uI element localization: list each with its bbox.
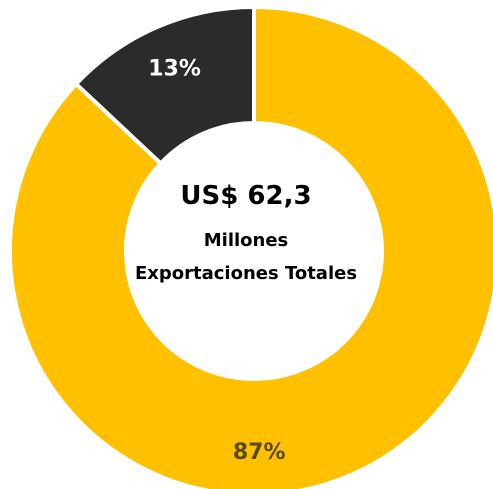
donut-slice-87-percent (8, 5, 493, 489)
slice-label-87-percent: 87% (233, 440, 286, 465)
slice-labels-layer: 87% 13% (148, 56, 286, 465)
center-caption-text: Exportaciones Totales (135, 263, 357, 284)
slice-label-13-percent: 13% (148, 56, 201, 81)
center-unit-text: Millones (204, 230, 289, 251)
donut-slice-13-percent (74, 5, 256, 166)
center-text-group: US$ 62,3 Millones Exportaciones Totales (135, 181, 357, 284)
slices-layer (8, 5, 493, 489)
center-value-text: US$ 62,3 (180, 181, 311, 211)
